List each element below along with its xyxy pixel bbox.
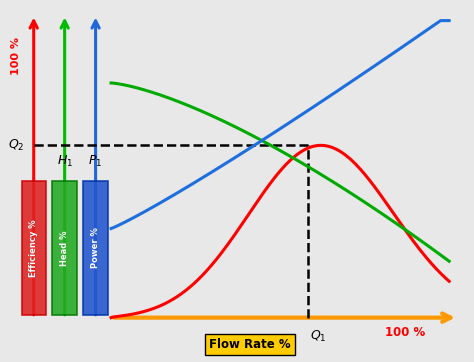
Text: Head %: Head % — [60, 230, 69, 266]
Text: $H_1$: $H_1$ — [56, 154, 73, 169]
FancyBboxPatch shape — [21, 181, 46, 315]
Text: $Q_1$: $Q_1$ — [310, 329, 327, 345]
FancyBboxPatch shape — [53, 181, 77, 315]
Text: Flow Rate %: Flow Rate % — [210, 338, 291, 351]
FancyBboxPatch shape — [83, 181, 108, 315]
Text: Efficiency %: Efficiency % — [29, 219, 38, 277]
Text: 100 %: 100 % — [11, 37, 21, 75]
Text: 100 %: 100 % — [385, 326, 425, 339]
Text: Power %: Power % — [91, 227, 100, 268]
Text: $P_1$: $P_1$ — [89, 154, 103, 169]
Text: $Q_2$: $Q_2$ — [8, 138, 24, 153]
